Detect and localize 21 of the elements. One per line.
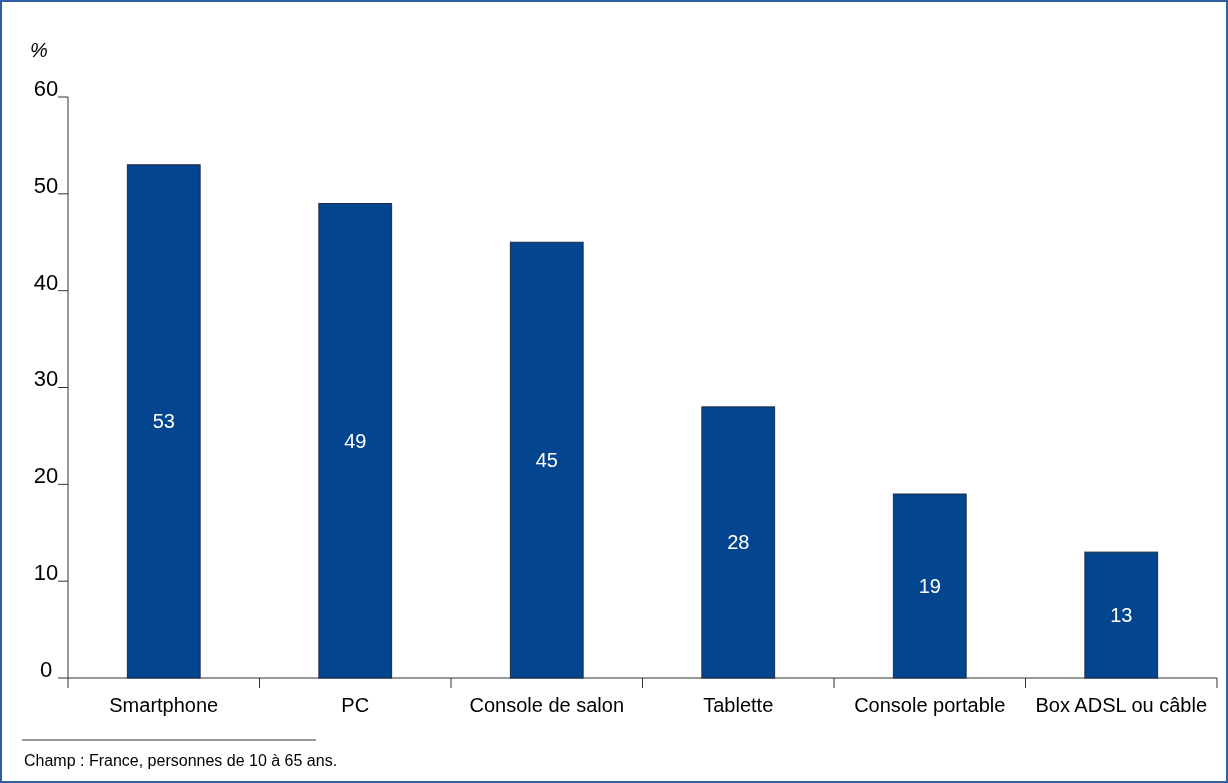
y-tick-label: 0 bbox=[39, 656, 53, 682]
y-tick-label: 40 bbox=[33, 269, 59, 295]
x-tick-label: PC bbox=[341, 694, 370, 716]
x-tick-label: Tablette bbox=[703, 694, 774, 716]
y-tick-label: 20 bbox=[33, 463, 59, 489]
data-label: 28 bbox=[727, 531, 750, 554]
data-label: 45 bbox=[535, 449, 558, 472]
text: Champ : France, personnes de 10 à 65 ans. bbox=[24, 752, 338, 769]
data-label: 49 bbox=[344, 429, 367, 452]
data-label: 13 bbox=[1110, 604, 1133, 627]
y-tick-label: 50 bbox=[33, 172, 59, 198]
data-label: 19 bbox=[918, 575, 941, 598]
x-tick-label: Console portable bbox=[854, 694, 1006, 716]
data-label: 53 bbox=[152, 410, 175, 433]
y-tick-label: 30 bbox=[33, 366, 59, 392]
y-tick-label: 10 bbox=[33, 560, 59, 586]
y-tick-label: 60 bbox=[33, 75, 59, 101]
y-axis-title: % bbox=[30, 39, 48, 61]
x-tick-label: Console de salon bbox=[469, 694, 625, 716]
x-tick-label: Smartphone bbox=[109, 694, 219, 716]
x-tick-label: Box ADSL ou câble bbox=[1035, 694, 1208, 716]
